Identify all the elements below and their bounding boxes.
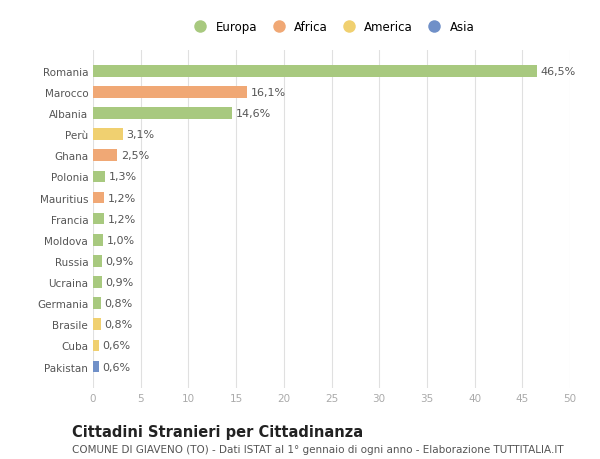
Text: COMUNE DI GIAVENO (TO) - Dati ISTAT al 1° gennaio di ogni anno - Elaborazione TU: COMUNE DI GIAVENO (TO) - Dati ISTAT al 1…: [72, 444, 563, 454]
Text: Cittadini Stranieri per Cittadinanza: Cittadini Stranieri per Cittadinanza: [72, 425, 363, 440]
Text: 0,9%: 0,9%: [106, 256, 134, 266]
Text: 0,8%: 0,8%: [104, 319, 133, 330]
Bar: [93, 256, 101, 267]
Text: 0,9%: 0,9%: [106, 277, 134, 287]
Bar: [93, 129, 122, 140]
Bar: [93, 213, 104, 225]
Text: 1,3%: 1,3%: [109, 172, 137, 182]
Bar: [93, 171, 106, 183]
Text: 1,2%: 1,2%: [108, 214, 137, 224]
Bar: [93, 150, 117, 162]
Text: 0,6%: 0,6%: [103, 341, 131, 351]
Text: 1,0%: 1,0%: [106, 235, 134, 245]
Bar: [93, 192, 104, 204]
Text: 16,1%: 16,1%: [250, 88, 286, 98]
Text: 1,2%: 1,2%: [108, 193, 137, 203]
Text: 3,1%: 3,1%: [127, 130, 155, 140]
Bar: [93, 340, 99, 352]
Text: 0,6%: 0,6%: [103, 362, 131, 372]
Text: 2,5%: 2,5%: [121, 151, 149, 161]
Bar: [93, 108, 232, 120]
Legend: Europa, Africa, America, Asia: Europa, Africa, America, Asia: [184, 16, 479, 38]
Bar: [93, 298, 101, 309]
Bar: [93, 361, 99, 373]
Bar: [93, 277, 101, 288]
Bar: [93, 235, 103, 246]
Bar: [93, 319, 101, 330]
Text: 0,8%: 0,8%: [104, 298, 133, 308]
Bar: [93, 87, 247, 99]
Text: 46,5%: 46,5%: [541, 67, 575, 77]
Text: 14,6%: 14,6%: [236, 109, 271, 119]
Bar: [93, 66, 536, 78]
